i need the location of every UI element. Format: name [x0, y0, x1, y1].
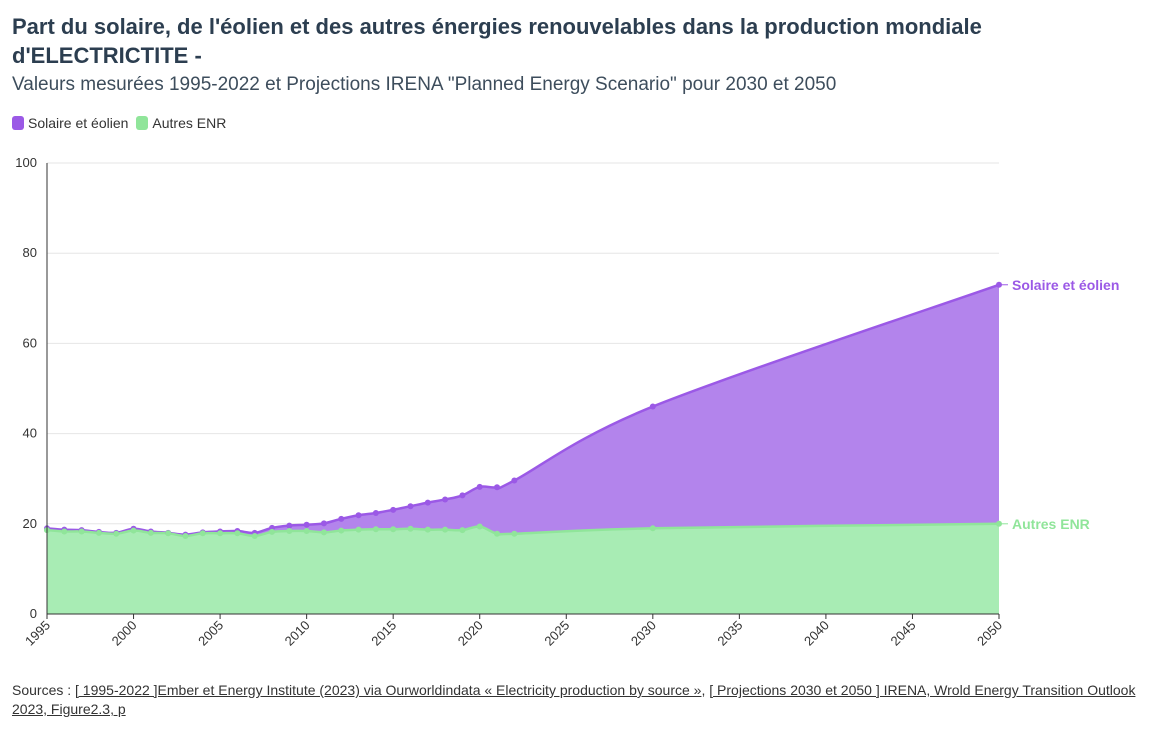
point-solar-wind-2050[interactable]	[996, 281, 1002, 288]
point-other-renewables-2004[interactable]	[199, 530, 206, 537]
sources-prefix: Sources :	[12, 682, 76, 698]
x-tick-label: 2020	[455, 618, 486, 649]
point-solar-wind-2016[interactable]	[407, 503, 414, 510]
x-tick-label: 2030	[628, 618, 659, 649]
point-solar-wind-2017[interactable]	[424, 499, 431, 506]
point-other-renewables-2012[interactable]	[338, 527, 345, 534]
point-other-renewables-2022[interactable]	[511, 530, 518, 537]
point-solar-wind-2010[interactable]	[303, 521, 310, 528]
chart-legend: Solaire et éolien Autres ENR	[12, 115, 234, 131]
y-tick-label: 100	[15, 155, 37, 170]
point-other-renewables-2009[interactable]	[286, 528, 293, 535]
x-tick-label: 1995	[22, 618, 53, 649]
x-tick-label: 2040	[801, 618, 832, 649]
point-other-renewables-2020[interactable]	[476, 523, 483, 530]
point-other-renewables-1999[interactable]	[113, 530, 120, 537]
point-solar-wind-2030[interactable]	[649, 403, 656, 410]
point-solar-wind-2021[interactable]	[494, 484, 501, 491]
legend-item-other-renewables[interactable]: Autres ENR	[136, 115, 226, 131]
point-solar-wind-2013[interactable]	[355, 512, 362, 519]
point-solar-wind-2020[interactable]	[476, 483, 483, 490]
legend-swatch-other-renewables	[136, 116, 149, 130]
point-other-renewables-2007[interactable]	[251, 532, 258, 539]
y-tick-label: 20	[23, 516, 37, 531]
point-other-renewables-2019[interactable]	[459, 527, 466, 534]
y-tick-label: 40	[23, 426, 37, 441]
sources-separator: ,	[701, 682, 710, 698]
point-solar-wind-2011[interactable]	[320, 520, 327, 527]
end-label-other-renewables: Autres ENR	[1012, 516, 1090, 532]
point-solar-wind-2019[interactable]	[459, 492, 466, 499]
chart-subtitle: Valeurs mesurées 1995-2022 et Projection…	[12, 74, 837, 95]
x-tick-label: 2045	[888, 618, 919, 649]
point-solar-wind-2009[interactable]	[286, 522, 293, 529]
area-other-renewables	[47, 523, 999, 614]
sources-note: Sources : [ 1995-2022 ]Ember et Energy I…	[12, 681, 1142, 719]
x-tick-label: 2015	[368, 618, 399, 649]
x-tick-label: 2025	[541, 618, 572, 649]
point-other-renewables-1998[interactable]	[95, 529, 102, 536]
legend-swatch-solar-wind	[12, 116, 24, 130]
y-tick-label: 80	[23, 245, 37, 260]
point-solar-wind-2012[interactable]	[338, 515, 345, 522]
point-other-renewables-2011[interactable]	[320, 529, 327, 536]
end-labels: Solaire et éolien Autres ENR	[1001, 277, 1119, 532]
point-other-renewables-2000[interactable]	[130, 527, 137, 534]
y-tick-label: 60	[23, 335, 37, 350]
x-tick-label: 2005	[195, 618, 226, 649]
chart-header: Part du solaire, de l'éolien et des autr…	[12, 12, 1132, 98]
legend-label-solar-wind: Solaire et éolien	[28, 115, 129, 131]
point-other-renewables-2008[interactable]	[269, 528, 276, 535]
point-other-renewables-2005[interactable]	[217, 530, 224, 537]
legend-label-other-renewables: Autres ENR	[152, 115, 227, 131]
point-other-renewables-2001[interactable]	[147, 529, 154, 536]
point-solar-wind-2014[interactable]	[372, 509, 379, 516]
point-other-renewables-2013[interactable]	[355, 526, 362, 533]
series-points	[44, 281, 1002, 539]
point-other-renewables-2006[interactable]	[234, 530, 241, 537]
point-solar-wind-2018[interactable]	[442, 496, 449, 503]
point-other-renewables-2003[interactable]	[182, 532, 189, 539]
point-other-renewables-2016[interactable]	[407, 525, 414, 532]
end-label-solar-wind: Solaire et éolien	[1012, 277, 1119, 293]
point-other-renewables-2010[interactable]	[303, 528, 310, 535]
point-other-renewables-2030[interactable]	[649, 525, 656, 532]
point-other-renewables-2002[interactable]	[165, 530, 172, 537]
point-other-renewables-2015[interactable]	[390, 526, 397, 533]
x-tick-label: 2000	[109, 618, 140, 649]
source-link-irena[interactable]: [ Projections 2030 et 2050 ] IRENA, Wrol…	[12, 682, 1136, 717]
point-other-renewables-1996[interactable]	[61, 528, 68, 535]
x-tick-label: 2010	[282, 618, 313, 649]
y-tick-label: 0	[30, 606, 37, 621]
chart-title: Part du solaire, de l'éolien et des autr…	[12, 14, 982, 68]
point-other-renewables-2018[interactable]	[442, 526, 449, 533]
point-other-renewables-2017[interactable]	[424, 526, 431, 533]
point-other-renewables-2014[interactable]	[372, 526, 379, 533]
x-tick-label: 2035	[714, 618, 745, 649]
point-other-renewables-2050[interactable]	[996, 520, 1002, 527]
point-other-renewables-1997[interactable]	[78, 528, 85, 535]
x-tick-label: 2050	[974, 618, 1005, 649]
point-solar-wind-2015[interactable]	[390, 506, 397, 513]
source-link-ember[interactable]: [ 1995-2022 ]Ember et Energy Institute (…	[75, 682, 702, 698]
point-solar-wind-2022[interactable]	[511, 477, 518, 484]
point-other-renewables-2021[interactable]	[494, 530, 501, 537]
legend-item-solar-wind[interactable]: Solaire et éolien	[12, 115, 128, 131]
